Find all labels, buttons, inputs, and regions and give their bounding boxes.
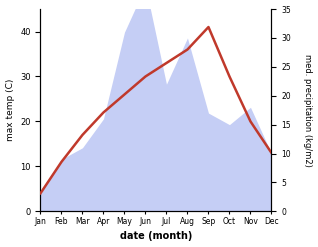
X-axis label: date (month): date (month) — [120, 231, 192, 242]
Y-axis label: max temp (C): max temp (C) — [5, 79, 15, 141]
Y-axis label: med. precipitation (kg/m2): med. precipitation (kg/m2) — [303, 54, 313, 167]
